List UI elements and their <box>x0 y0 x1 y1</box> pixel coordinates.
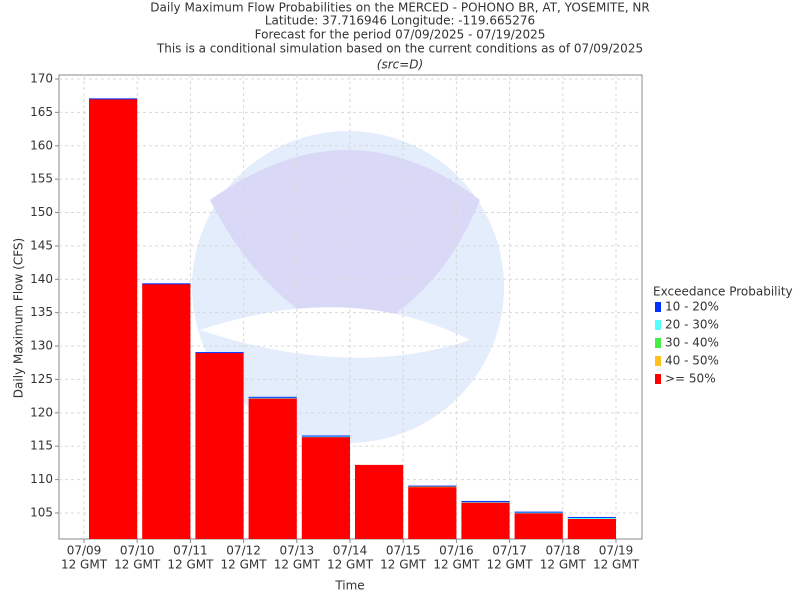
y-tick-label: 130 <box>30 339 53 353</box>
x-tick-label: 07/09 <box>67 544 102 558</box>
bar-segment <box>195 352 244 354</box>
bar-segment <box>461 501 510 503</box>
bar-segment <box>461 502 510 539</box>
x-tick-label: 07/18 <box>546 544 581 558</box>
x-tick-label: 12 GMT <box>167 558 214 572</box>
bar-segment <box>301 436 350 438</box>
bar-segment <box>408 486 457 539</box>
legend-swatch <box>655 320 661 330</box>
x-tick-label: 07/17 <box>492 544 527 558</box>
legend-swatch <box>655 356 661 366</box>
x-tick-label: 12 GMT <box>593 558 640 572</box>
bar-segment <box>248 396 297 398</box>
bar-segment <box>301 435 350 437</box>
x-tick-label: 12 GMT <box>327 558 374 572</box>
y-tick-label: 150 <box>30 205 53 219</box>
legend-label: 10 - 20% <box>665 300 719 314</box>
bar-segment <box>248 397 297 399</box>
bar-segment <box>248 398 297 539</box>
y-tick-label: 140 <box>30 272 53 286</box>
x-tick-label: 12 GMT <box>540 558 587 572</box>
bar-segment <box>142 283 191 285</box>
y-tick-label: 170 <box>30 72 53 86</box>
x-tick-label: 07/14 <box>333 544 368 558</box>
legend-swatch <box>655 374 661 384</box>
bar-segment <box>408 486 457 488</box>
subtitle: Latitude: 37.716946 Longitude: -119.6652… <box>265 14 535 28</box>
bar-segment <box>355 464 404 539</box>
watermark <box>192 131 504 443</box>
source: (src=D) <box>377 58 423 72</box>
x-tick-label: 12 GMT <box>433 558 480 572</box>
bar-segment <box>89 99 138 539</box>
x-tick-label: 07/12 <box>226 544 261 558</box>
bar-segment <box>514 511 563 513</box>
x-tick-label: 07/13 <box>280 544 315 558</box>
y-axis-label: Daily Maximum Flow (CFS) <box>12 238 26 398</box>
bar-segment <box>514 512 563 514</box>
x-tick-label: 12 GMT <box>61 558 108 572</box>
bar-segment <box>567 518 616 539</box>
bar-segment <box>567 517 616 519</box>
bar-segment <box>567 516 616 518</box>
x-tick-label: 07/11 <box>173 544 208 558</box>
y-tick-label: 135 <box>30 305 53 319</box>
legend-label: 20 - 30% <box>665 318 719 332</box>
bar-segment <box>514 512 563 539</box>
bar-segment <box>408 485 457 487</box>
y-tick-label: 110 <box>30 472 53 486</box>
subtitle: Forecast for the period 07/09/2025 - 07/… <box>255 28 546 42</box>
x-tick-label: 07/10 <box>120 544 155 558</box>
bar-segment <box>142 283 191 539</box>
bar-segment <box>89 98 138 100</box>
y-tick-label: 145 <box>30 238 53 252</box>
legend-label: >= 50% <box>665 372 716 386</box>
y-tick-label: 160 <box>30 138 53 152</box>
legend-label: 30 - 40% <box>665 336 719 350</box>
x-tick-label: 07/15 <box>386 544 421 558</box>
bar-segment <box>461 500 510 502</box>
legend-swatch <box>655 338 661 348</box>
legend-swatch <box>655 302 661 312</box>
x-tick-label: 12 GMT <box>114 558 161 572</box>
x-tick-label: 12 GMT <box>487 558 534 572</box>
y-tick-label: 115 <box>30 439 53 453</box>
x-tick-label: 07/16 <box>439 544 474 558</box>
bar-segment <box>301 436 350 539</box>
legend-title: Exceedance Probability <box>653 285 793 299</box>
y-tick-label: 120 <box>30 405 53 419</box>
subtitle: This is a conditional simulation based o… <box>156 42 643 56</box>
x-axis-label: Time <box>334 579 364 593</box>
y-tick-label: 155 <box>30 172 53 186</box>
x-tick-label: 07/19 <box>599 544 634 558</box>
y-tick-label: 105 <box>30 505 53 519</box>
y-tick-label: 165 <box>30 105 53 119</box>
title: Daily Maximum Flow Probabilities on the … <box>150 1 649 15</box>
x-tick-label: 12 GMT <box>274 558 321 572</box>
x-tick-label: 12 GMT <box>221 558 268 572</box>
bar-segment <box>195 352 244 539</box>
y-tick-label: 125 <box>30 372 53 386</box>
x-tick-label: 12 GMT <box>380 558 427 572</box>
legend-label: 40 - 50% <box>665 354 719 368</box>
